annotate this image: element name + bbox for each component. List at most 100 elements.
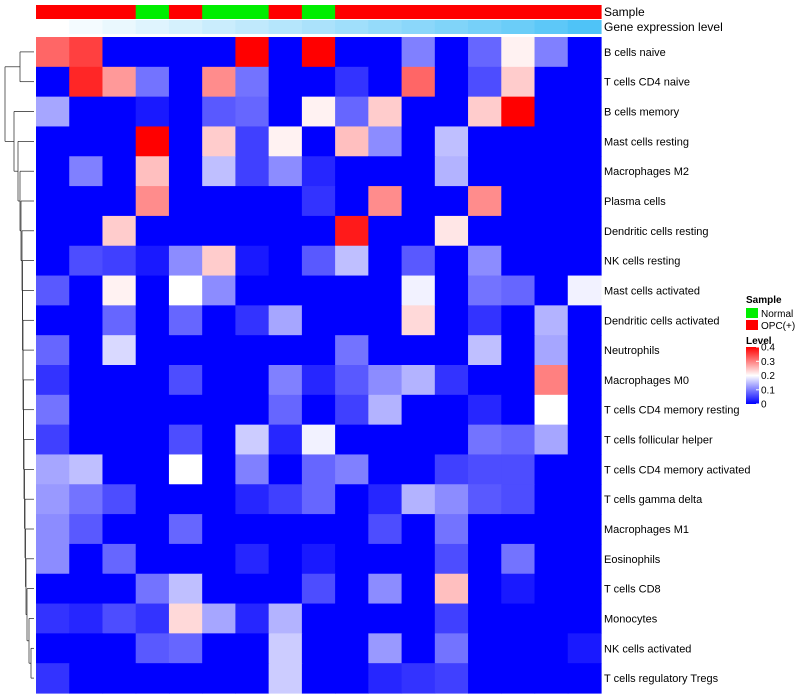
heatmap-cell [301,335,336,366]
heatmap-cell [401,186,436,217]
heatmap-cell [301,126,336,157]
heatmap-cell [368,484,403,515]
heatmap-cell [268,663,303,694]
heatmap-cell [335,633,369,664]
heatmap-cell [567,603,602,634]
heatmap-cell [335,603,369,634]
heatmap-cell [468,156,502,187]
heatmap-cell [534,424,569,456]
heatmap-cell [301,514,336,545]
heatmap-cell [434,156,469,187]
heatmap-cell [102,394,137,426]
heatmap-cell [102,573,137,605]
heatmap-cell [268,305,303,336]
heatmap-cell [567,335,602,366]
heatmap-cell [468,543,502,575]
heatmap-cell [401,37,436,68]
heatmap-cell [135,454,170,485]
heatmap-cell [335,514,369,545]
row-label: Dendritic cells resting [604,226,709,238]
heatmap-cell [401,66,436,98]
heatmap-cell [268,37,303,68]
row-label: Plasma cells [604,196,666,208]
heatmap-cell [468,126,502,157]
heatmap-cell [202,37,237,68]
heatmap-cell [202,424,237,456]
heatmap-cell [69,365,104,396]
heatmap-cell [567,126,602,157]
heatmap-cell [401,365,436,396]
heatmap-cell [235,335,270,366]
row-dendrogram [4,51,34,679]
heatmap-cell [567,245,602,277]
heatmap-cell [401,305,436,336]
sample-legend-title: Sample [746,295,782,306]
heatmap-cell [434,245,469,277]
heatmap-cell [69,245,104,277]
heatmap-cell [335,245,369,277]
heatmap-cell [434,603,469,634]
heatmap-cell [135,573,170,605]
heatmap-cell [168,305,203,336]
heatmap-cell [368,126,403,157]
heatmap-cell [368,275,403,306]
heatmap-cell [301,305,336,336]
heatmap-cell [434,66,469,98]
heatmap-cell [202,126,237,157]
heatmap-cell [534,96,569,128]
heatmap-cell [69,37,104,68]
heatmap-cell [468,663,502,694]
heatmap-cell [268,394,303,426]
heatmap-cell [135,275,170,306]
heatmap-cell [567,365,602,396]
sample-annotation-cell [202,5,237,19]
heatmap-cell [268,424,303,456]
heatmap-cell [301,66,336,98]
heatmap-cell [69,514,104,545]
heatmap-cell [534,454,569,485]
heatmap-cell [567,305,602,336]
heatmap-cell [401,484,436,515]
heatmap-cell [36,663,70,694]
heatmap-cell [301,454,336,485]
gene-expression-annotation-cell [534,20,569,34]
heatmap-cell [268,126,303,157]
heatmap-cell [69,66,104,98]
heatmap-cell [534,514,569,545]
heatmap-cell [36,394,70,426]
heatmap-cell [401,126,436,157]
heatmap-cell [135,215,170,247]
sample-legend-swatch [746,308,758,318]
heatmap-cell [235,394,270,426]
heatmap-cell [235,454,270,485]
heatmap-cell [335,186,369,217]
heatmap-cell [168,514,203,545]
row-label: Mast cells resting [604,136,689,148]
heatmap-cell [468,394,502,426]
heatmap-cell [135,186,170,217]
row-label: T cells regulatory Tregs [604,673,719,685]
heatmap-cell [534,543,569,575]
heatmap-cell [335,156,369,187]
heatmap-cell [401,543,436,575]
heatmap-cell [534,603,569,634]
heatmap-cell [468,335,502,366]
heatmap-cell [102,186,137,217]
heatmap-cell [202,186,237,217]
heatmap-cell [202,365,237,396]
heatmap-cell [401,424,436,456]
heatmap-cell [468,573,502,605]
heatmap-cell [501,66,536,98]
heatmap-cell [368,633,403,664]
heatmap-cell [235,126,270,157]
heatmap-cell [301,96,336,128]
heatmap-cell [468,484,502,515]
heatmap-cell [102,633,137,664]
sample-annotation-cell [235,5,270,19]
heatmap-cell [235,424,270,456]
gene-expression-annotation-cell [567,20,602,34]
gene-expression-annotation-bar [36,20,602,34]
gene-expression-annotation-cell [301,20,336,34]
heatmap-cell [69,215,104,247]
heatmap-cell [36,454,70,485]
